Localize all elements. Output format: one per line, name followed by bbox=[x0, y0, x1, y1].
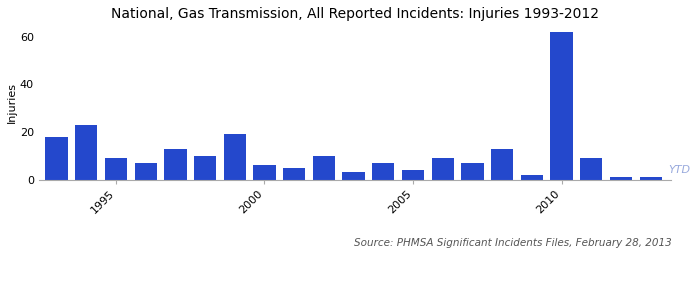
Bar bbox=[194, 156, 216, 180]
Bar bbox=[223, 134, 246, 180]
Bar bbox=[521, 175, 543, 180]
Bar bbox=[105, 158, 127, 180]
Bar bbox=[343, 173, 365, 180]
Bar bbox=[75, 125, 98, 180]
Y-axis label: Injuries: Injuries bbox=[7, 82, 17, 123]
Title: National, Gas Transmission, All Reported Incidents: Injuries 1993-2012: National, Gas Transmission, All Reported… bbox=[111, 7, 599, 21]
Bar bbox=[461, 163, 484, 180]
Bar bbox=[135, 163, 157, 180]
Bar bbox=[639, 177, 662, 180]
Bar bbox=[45, 137, 68, 180]
Bar bbox=[551, 32, 572, 180]
Bar bbox=[283, 168, 305, 180]
Bar bbox=[491, 149, 513, 180]
Bar bbox=[431, 158, 454, 180]
Bar bbox=[580, 158, 602, 180]
Bar bbox=[313, 156, 335, 180]
Text: Source: PHMSA Significant Incidents Files, February 28, 2013: Source: PHMSA Significant Incidents File… bbox=[354, 238, 671, 248]
Bar bbox=[402, 170, 424, 180]
Bar bbox=[253, 165, 276, 180]
Bar bbox=[610, 177, 632, 180]
Bar bbox=[372, 163, 394, 180]
Bar bbox=[164, 149, 186, 180]
Text: YTD: YTD bbox=[669, 165, 690, 175]
